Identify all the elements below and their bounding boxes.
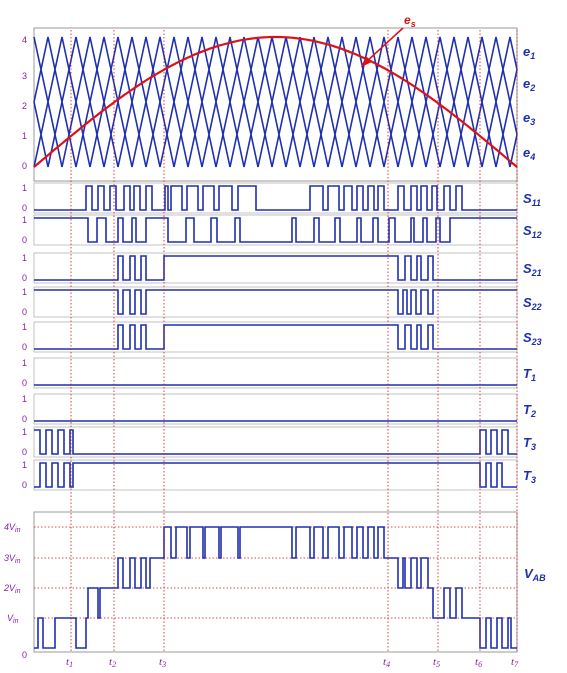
signal-lo-tick: 0 bbox=[22, 235, 27, 245]
carrier-label-e3: e3 bbox=[523, 110, 535, 127]
time-marker-label-t1: t1 bbox=[66, 656, 73, 669]
time-marker-label-t3: t3 bbox=[159, 656, 166, 669]
vab-label: VAB bbox=[524, 566, 546, 583]
time-marker-label-t7: t7 bbox=[511, 656, 519, 669]
signal-hi-tick: 1 bbox=[22, 394, 27, 404]
carrier-label-e1: e1 bbox=[523, 44, 535, 61]
signal-trace-t3a bbox=[34, 430, 517, 454]
signal-hi-tick: 1 bbox=[22, 460, 27, 470]
signal-trace-s23 bbox=[34, 325, 517, 349]
signal-row-frame bbox=[34, 287, 517, 317]
carrier-ytick-3: 3 bbox=[22, 71, 27, 81]
signal-label-t3a: T3 bbox=[523, 435, 536, 452]
time-marker-label-t5: t5 bbox=[433, 656, 440, 669]
signal-row-s23: 1 0 S23 bbox=[22, 322, 542, 352]
signal-hi-tick: 1 bbox=[22, 358, 27, 368]
signal-hi-tick: 1 bbox=[22, 215, 27, 225]
carrier-wave-e4 bbox=[34, 135, 517, 168]
vab-ytick-4vin: 4Vin bbox=[4, 522, 21, 534]
signal-label-s23: S23 bbox=[523, 330, 542, 347]
carrier-ytick-2: 2 bbox=[22, 101, 27, 111]
signal-lo-tick: 0 bbox=[22, 447, 27, 457]
vab-waveform bbox=[34, 527, 517, 648]
carrier-ytick-0: 0 bbox=[22, 161, 27, 171]
signal-trace-s11 bbox=[34, 186, 517, 210]
vab-ytick-3vin: 3Vin bbox=[4, 553, 21, 565]
signal-hi-tick: 1 bbox=[22, 287, 27, 297]
signal-label-t1: T1 bbox=[523, 366, 536, 383]
carrier-wave-e2 bbox=[34, 70, 517, 103]
signal-lo-tick: 0 bbox=[22, 342, 27, 352]
signal-trace-t3b bbox=[34, 463, 517, 487]
signal-hi-tick: 1 bbox=[22, 322, 27, 332]
time-marker-label-t6: t6 bbox=[475, 656, 482, 669]
signal-lo-tick: 0 bbox=[22, 273, 27, 283]
signal-row-t2: 1 0 T2 bbox=[22, 394, 536, 424]
vab-ytick-0: 0 bbox=[22, 650, 27, 660]
carrier-panel: 0 1 2 3 4 es e1 e2 e3 e4 bbox=[22, 13, 535, 181]
signal-label-s21: S21 bbox=[523, 261, 542, 278]
signal-hi-tick: 1 bbox=[22, 183, 27, 193]
carrier-wave-e1 bbox=[34, 37, 517, 70]
signal-row-frame bbox=[34, 460, 517, 490]
signal-label-s22: S22 bbox=[523, 295, 542, 312]
es-label: es bbox=[404, 13, 416, 29]
signal-row-frame bbox=[34, 253, 517, 283]
signal-label-s12: S12 bbox=[523, 223, 542, 240]
signal-row-s12: 1 0 S12 bbox=[22, 215, 542, 245]
signal-hi-tick: 1 bbox=[22, 427, 27, 437]
carrier-ytick-1: 1 bbox=[22, 131, 27, 141]
carrier-waves bbox=[34, 37, 517, 167]
signal-label-s11: S11 bbox=[523, 191, 541, 208]
carrier-label-e2: e2 bbox=[523, 76, 535, 93]
signal-row-frame bbox=[34, 394, 517, 424]
signal-lo-tick: 0 bbox=[22, 307, 27, 317]
signal-lo-tick: 0 bbox=[22, 414, 27, 424]
time-marker-label-t4: t4 bbox=[383, 656, 390, 669]
vab-ytick-vin: Vin bbox=[7, 613, 19, 625]
signal-trace-s12 bbox=[34, 218, 517, 242]
carrier-ytick-4: 4 bbox=[22, 35, 27, 45]
signal-row-t3b: 1 0 T3 bbox=[22, 460, 536, 490]
signal-row-frame bbox=[34, 427, 517, 457]
output-panel-frame bbox=[34, 512, 517, 652]
signal-row-s21: 1 0 S21 bbox=[22, 253, 542, 283]
signal-trace-s21 bbox=[34, 256, 517, 280]
signal-row-s11: 1 0 S11 bbox=[22, 183, 541, 213]
signal-trace-s22 bbox=[34, 290, 517, 314]
signal-row-t3a: 1 0 T3 bbox=[22, 427, 536, 457]
switching-signal-rows: 1 0 S11 1 0 S12 1 0 S21 1 0 S22 bbox=[22, 183, 542, 490]
signal-lo-tick: 0 bbox=[22, 203, 27, 213]
signal-lo-tick: 0 bbox=[22, 480, 27, 490]
signal-row-frame bbox=[34, 322, 517, 352]
output-voltage-panel: 4Vin 3Vin 2Vin Vin 0 VAB bbox=[3, 512, 546, 660]
signal-hi-tick: 1 bbox=[22, 253, 27, 263]
vab-ytick-2vin: 2Vin bbox=[3, 583, 21, 595]
signal-row-t1: 1 0 T1 bbox=[22, 358, 536, 388]
signal-lo-tick: 0 bbox=[22, 378, 27, 388]
signal-row-s22: 1 0 S22 bbox=[22, 287, 542, 317]
carrier-label-e4: e4 bbox=[523, 145, 535, 162]
signal-label-t3b: T3 bbox=[523, 468, 536, 485]
signal-label-t2: T2 bbox=[523, 402, 536, 419]
signal-row-frame bbox=[34, 358, 517, 388]
time-marker-label-t2: t2 bbox=[109, 656, 116, 669]
